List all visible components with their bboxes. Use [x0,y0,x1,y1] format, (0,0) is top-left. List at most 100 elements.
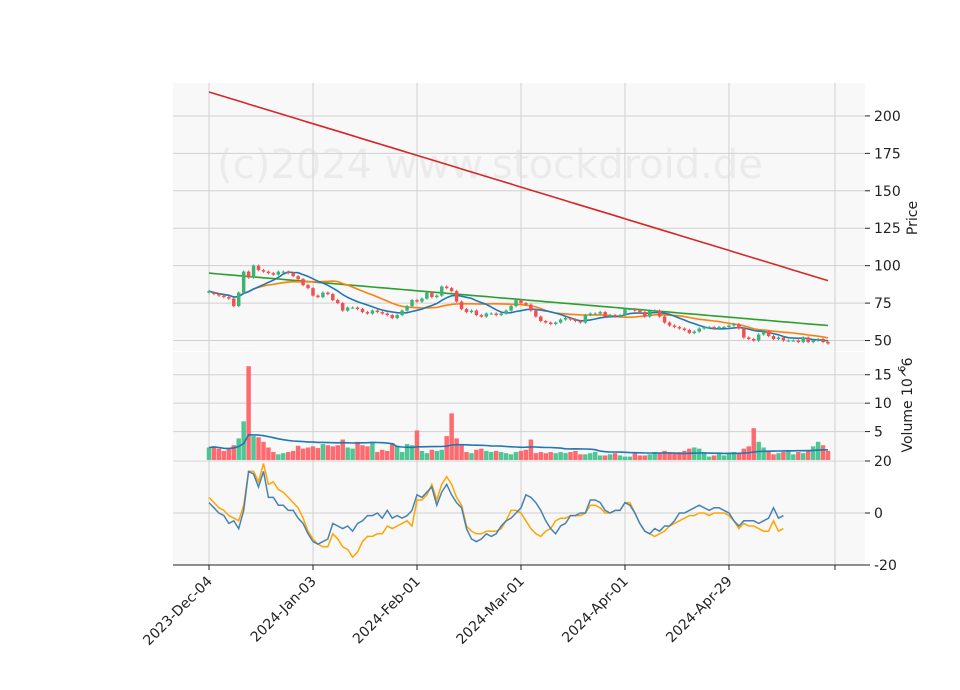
volume-bar [825,450,831,460]
candle-body [568,318,573,320]
volume-bar [622,456,628,460]
candle-body [732,324,736,326]
oscillator-main-line [208,470,784,546]
volume-bar [607,454,613,460]
x-tick-label: 2024-Apr-01 [559,574,632,647]
candle-body [826,342,830,344]
candle-body [806,337,810,343]
candle-body [212,292,216,295]
y-tick-label: 200 [874,109,901,125]
volume-bar [652,452,657,460]
candle-body [628,309,632,311]
volume-bar [345,447,350,460]
candle-body [751,339,756,341]
volume-bar [246,366,251,460]
candle-body [781,337,786,341]
candle-body [227,297,231,299]
volume-bar [711,455,717,460]
price-panel [173,83,865,351]
volume-bar [221,450,227,460]
candle-body [420,298,424,302]
oscillator-series [208,463,784,559]
candle-body [771,336,776,340]
y-tick-label: 5 [874,425,883,441]
volume-bar [701,452,707,460]
volume-bar [380,449,385,460]
volume-bar [657,453,662,460]
candle-body [603,312,607,317]
volume-bar [365,446,370,460]
volume-bar [355,441,360,460]
volume-bar [206,447,212,460]
volume-bar [677,452,682,460]
y-tick-label: 20 [874,454,892,470]
volume-bar [498,452,504,460]
candle-body [415,300,419,302]
volume-bar [350,448,355,460]
candle-body [380,312,385,314]
volume-bar [801,453,806,460]
volume-bar [295,445,301,460]
volume-bar [588,453,593,460]
candle-body [340,303,345,311]
volume-bar [538,452,544,460]
volume-bar [305,447,311,460]
volume-exponent: 6 [897,366,908,372]
volume-bar [290,450,296,460]
volume-axis-label: Volume 10^6 [900,357,916,452]
candle-body [761,331,766,335]
volume-bar [558,452,563,460]
candle-body [672,325,677,328]
volume-bar [820,445,826,460]
y-tick-label: 15 [874,368,892,384]
volume-bar [810,446,816,460]
candle-body [727,325,731,328]
candle-body [747,337,751,340]
candle-body [816,339,820,341]
candle-body [494,313,498,316]
candle-body [687,330,692,334]
volume-bar [444,436,449,460]
y-tick-label: 100 [874,259,901,275]
volume-bar [241,421,246,460]
volume-bar [216,448,222,460]
candle-body [454,291,459,302]
candle-body [449,288,454,292]
volume-bar [543,453,548,460]
candle-body [370,310,375,314]
candle-body [578,321,583,323]
candle-body [677,327,682,329]
volume-bar [300,448,306,460]
candle-body [652,310,657,312]
y-tick-label: 125 [874,221,901,237]
volume-bar [726,453,732,460]
volume-bar [236,438,241,460]
volume-bar [424,453,430,460]
volume-bar [627,456,633,460]
volume-bar [721,455,727,460]
volume-bar [360,445,365,460]
candle-body [355,307,360,310]
volume-series [206,366,831,460]
volume-bar [602,455,608,460]
x-tick-label: 2024-Jan-03 [248,574,320,646]
candle-body [311,288,315,296]
candle-body [385,313,390,316]
candle-body [638,310,642,313]
candle-body [657,310,662,317]
volume-bar [548,452,553,460]
candle-body [534,310,538,317]
volume-bar [766,450,771,460]
candle-body [712,327,716,329]
volume-bar [632,453,638,460]
volume-bar [414,430,420,460]
candle-body [524,303,528,305]
candle-body [801,337,805,343]
volume-bar [731,452,737,460]
candle-body [336,300,340,304]
ma-line-sma200 [208,91,829,282]
candle-body [236,292,241,307]
candle-body [692,331,697,334]
volume-bar [484,450,489,460]
volume-bar [593,452,598,460]
